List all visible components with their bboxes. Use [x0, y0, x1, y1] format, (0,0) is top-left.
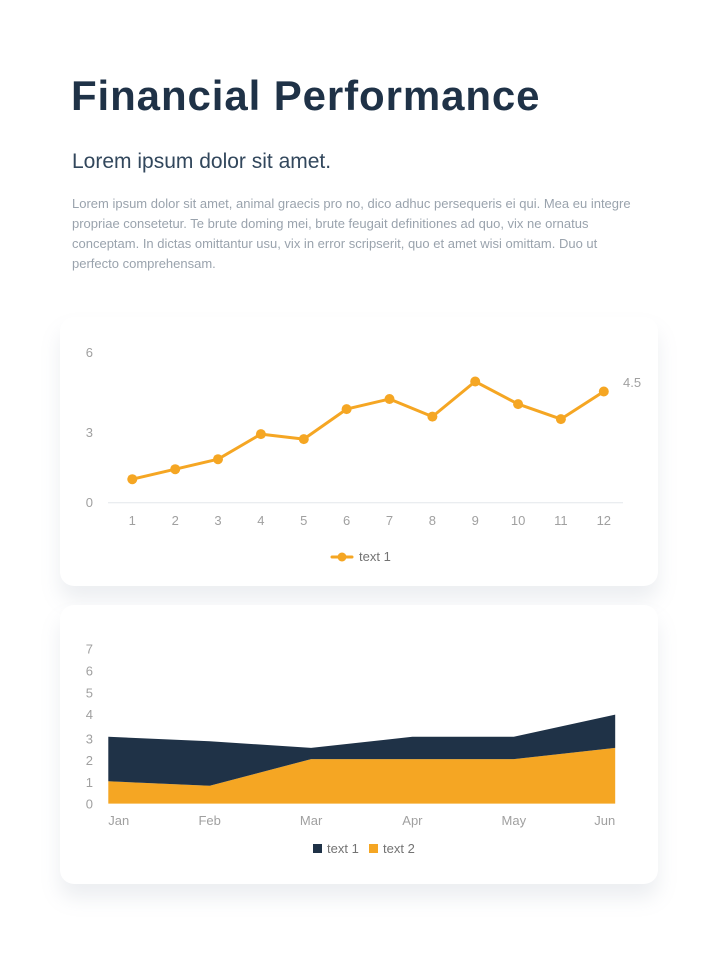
svg-text:1: 1 [86, 775, 93, 790]
svg-text:3: 3 [86, 731, 93, 746]
svg-text:12: 12 [597, 513, 611, 528]
svg-text:text 1: text 1 [327, 841, 359, 856]
svg-text:5: 5 [86, 685, 93, 700]
svg-text:4: 4 [86, 707, 93, 722]
svg-text:3: 3 [86, 425, 93, 440]
svg-text:May: May [502, 813, 527, 828]
svg-text:6: 6 [86, 664, 93, 679]
svg-text:Jun: Jun [594, 813, 615, 828]
svg-text:10: 10 [511, 513, 525, 528]
svg-text:3: 3 [214, 513, 221, 528]
svg-text:0: 0 [86, 495, 93, 510]
svg-text:4: 4 [257, 513, 264, 528]
svg-text:Jan: Jan [108, 813, 129, 828]
svg-text:5: 5 [300, 513, 307, 528]
svg-text:1: 1 [129, 513, 136, 528]
svg-text:11: 11 [554, 513, 568, 528]
svg-text:Feb: Feb [198, 813, 220, 828]
svg-text:6: 6 [86, 345, 93, 360]
svg-text:4.5: 4.5 [623, 375, 641, 390]
svg-text:Apr: Apr [402, 813, 423, 828]
svg-text:6: 6 [343, 513, 350, 528]
svg-text:7: 7 [386, 513, 393, 528]
svg-text:0: 0 [86, 797, 93, 812]
svg-text:text 1: text 1 [359, 549, 391, 564]
svg-text:Mar: Mar [300, 813, 323, 828]
svg-text:text 2: text 2 [383, 841, 415, 856]
svg-text:2: 2 [86, 753, 93, 768]
svg-text:2: 2 [172, 513, 179, 528]
svg-text:9: 9 [472, 513, 479, 528]
svg-text:8: 8 [429, 513, 436, 528]
svg-text:7: 7 [86, 642, 93, 657]
